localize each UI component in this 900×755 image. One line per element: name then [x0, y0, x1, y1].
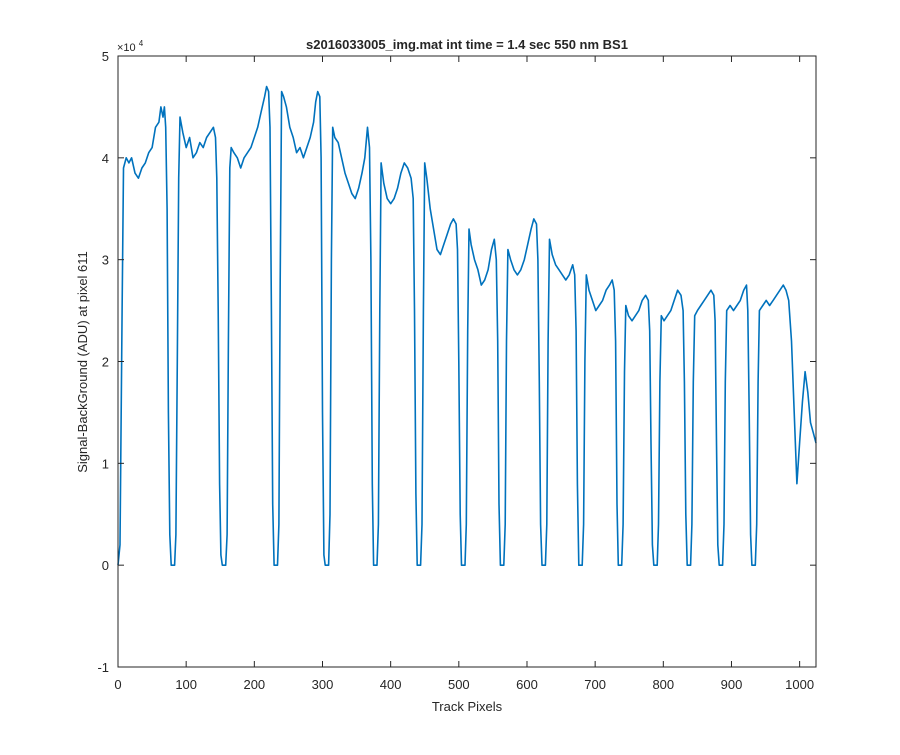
y-axis-multiplier-exponent: 4 [139, 39, 144, 48]
y-axis-ticks: -1 0 1 2 3 4 5 [97, 49, 816, 675]
y-tick-label: 0 [102, 558, 109, 573]
x-tick-label: 900 [721, 677, 743, 692]
series-layer [117, 85, 817, 566]
x-tick-label: 100 [175, 677, 197, 692]
x-axis-ticks: 0 100 200 300 400 500 600 700 800 900 1000 [114, 56, 814, 692]
y-axis-label: Signal-BackGround (ADU) at pixel 611 [75, 251, 90, 473]
x-tick-label: 400 [380, 677, 402, 692]
y-axis-multiplier-base: ×10 [117, 42, 136, 54]
y-tick-label: 5 [102, 49, 109, 64]
x-tick-label: 0 [114, 677, 121, 692]
chart-title: s2016033005_img.mat int time = 1.4 sec 5… [306, 37, 628, 52]
x-tick-label: 1000 [785, 677, 814, 692]
y-tick-label: 2 [102, 355, 109, 370]
x-axis-label: Track Pixels [432, 699, 503, 714]
x-tick-label: 800 [652, 677, 674, 692]
x-tick-label: 500 [448, 677, 470, 692]
series-line [117, 85, 817, 566]
y-tick-label: -1 [97, 660, 109, 675]
y-axis-multiplier: ×10 4 [117, 39, 144, 54]
y-tick-label: 3 [102, 253, 109, 268]
y-tick-label: 4 [102, 151, 109, 166]
x-tick-label: 200 [243, 677, 265, 692]
x-tick-label: 300 [312, 677, 334, 692]
y-tick-label: 1 [102, 456, 109, 471]
x-tick-label: 600 [516, 677, 538, 692]
x-tick-label: 700 [584, 677, 606, 692]
